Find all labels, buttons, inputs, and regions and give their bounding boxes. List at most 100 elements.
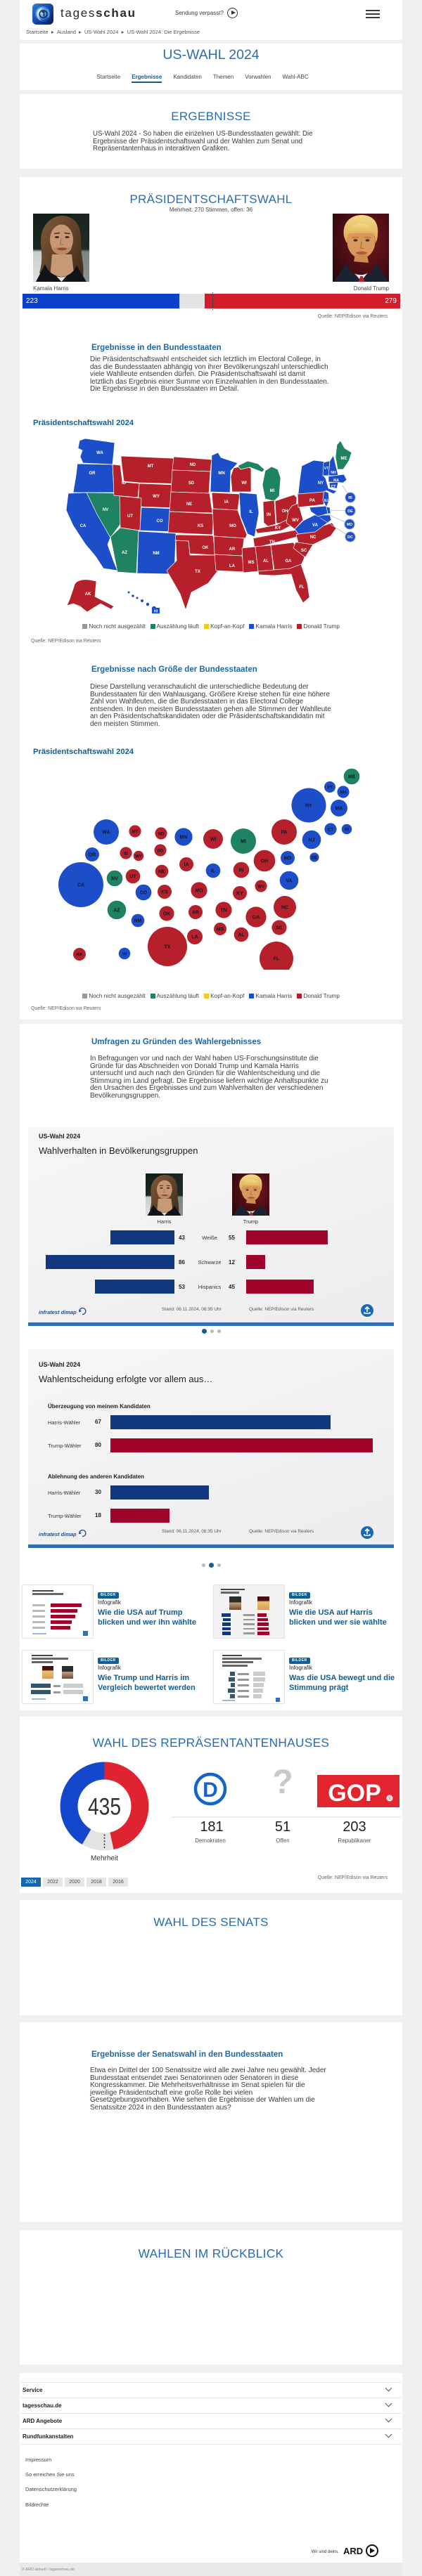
svg-text:NH: NH bbox=[331, 471, 336, 475]
svg-text:MS: MS bbox=[217, 927, 224, 932]
svg-text:WV: WV bbox=[257, 885, 264, 889]
svg-text:IA: IA bbox=[184, 862, 189, 867]
svg-text:51: 51 bbox=[275, 1819, 290, 1835]
svg-text:203: 203 bbox=[343, 1819, 366, 1835]
svg-text:DE: DE bbox=[347, 509, 353, 514]
svg-text:MD: MD bbox=[347, 523, 353, 527]
svg-text:VA: VA bbox=[286, 878, 292, 883]
svg-text:AZ: AZ bbox=[113, 908, 120, 913]
svg-text:DE: DE bbox=[312, 856, 317, 860]
svg-text:RI: RI bbox=[348, 496, 352, 500]
svg-text:ME: ME bbox=[341, 457, 347, 461]
svg-text:OR: OR bbox=[89, 471, 96, 476]
svg-text:VA: VA bbox=[312, 523, 319, 528]
svg-text:ND: ND bbox=[158, 832, 165, 836]
svg-text:CT: CT bbox=[331, 485, 336, 489]
svg-text:GOP: GOP bbox=[328, 1780, 381, 1807]
svg-text:LA: LA bbox=[191, 935, 198, 939]
svg-text:NC: NC bbox=[310, 535, 316, 540]
svg-text:D: D bbox=[203, 1778, 218, 1802]
svg-text:RI: RI bbox=[345, 828, 349, 832]
svg-text:NV: NV bbox=[111, 876, 118, 881]
svg-text:181: 181 bbox=[200, 1819, 223, 1835]
svg-text:NY: NY bbox=[305, 803, 312, 808]
svg-text:HI: HI bbox=[122, 952, 127, 956]
svg-text:GA: GA bbox=[286, 559, 293, 564]
svg-text:IA: IA bbox=[224, 500, 229, 505]
svg-text:ID: ID bbox=[124, 852, 129, 856]
svg-text:WI: WI bbox=[210, 837, 217, 842]
svg-text:FL: FL bbox=[299, 585, 305, 590]
svg-text:LA: LA bbox=[229, 564, 236, 568]
svg-text:SD: SD bbox=[158, 849, 164, 853]
svg-text:MT: MT bbox=[148, 464, 154, 469]
svg-text:Offen: Offen bbox=[276, 1837, 289, 1844]
svg-text:KS: KS bbox=[161, 890, 168, 895]
svg-text:IL: IL bbox=[249, 510, 253, 514]
svg-text:UT: UT bbox=[127, 514, 133, 519]
svg-text:NM: NM bbox=[134, 918, 142, 923]
svg-text:NH: NH bbox=[340, 791, 347, 795]
svg-text:AL: AL bbox=[238, 932, 245, 937]
svg-text:OH: OH bbox=[282, 509, 288, 514]
svg-text:KY: KY bbox=[275, 526, 281, 531]
svg-text:TX: TX bbox=[165, 944, 171, 949]
svg-text:AR: AR bbox=[192, 910, 199, 915]
svg-text:WY: WY bbox=[153, 495, 160, 499]
svg-text:MS: MS bbox=[248, 561, 255, 565]
svg-text:VT: VT bbox=[324, 467, 328, 471]
svg-text:SC: SC bbox=[276, 925, 283, 930]
svg-text:VT: VT bbox=[327, 786, 333, 790]
svg-text:WY: WY bbox=[135, 854, 142, 859]
svg-text:CO: CO bbox=[140, 890, 148, 895]
svg-text:KY: KY bbox=[236, 891, 243, 896]
svg-text:MO: MO bbox=[195, 888, 203, 893]
svg-text:NV: NV bbox=[103, 508, 108, 512]
svg-text:KS: KS bbox=[198, 524, 203, 528]
svg-text:IN: IN bbox=[239, 868, 244, 873]
svg-text:MI: MI bbox=[270, 489, 275, 493]
svg-text:ME: ME bbox=[348, 774, 356, 779]
svg-text:?: ? bbox=[272, 1764, 293, 1801]
svg-text:NM: NM bbox=[153, 552, 159, 556]
svg-text:IN: IN bbox=[267, 513, 271, 517]
svg-text:HI: HI bbox=[154, 610, 158, 614]
svg-text:AK: AK bbox=[85, 592, 91, 597]
svg-text:AL: AL bbox=[263, 559, 269, 564]
svg-text:UT: UT bbox=[129, 874, 136, 879]
svg-text:OH: OH bbox=[261, 859, 269, 864]
svg-text:NE: NE bbox=[158, 869, 165, 874]
svg-text:OK: OK bbox=[203, 546, 210, 550]
svg-text:DC: DC bbox=[347, 535, 353, 540]
svg-text:MI: MI bbox=[241, 839, 246, 844]
svg-text:NY: NY bbox=[318, 481, 324, 486]
svg-text:PA: PA bbox=[309, 499, 316, 503]
svg-text:MO: MO bbox=[229, 524, 236, 528]
svg-text:MT: MT bbox=[132, 830, 139, 834]
svg-text:®: ® bbox=[388, 1796, 392, 1802]
svg-text:435: 435 bbox=[88, 1794, 121, 1821]
svg-text:MN: MN bbox=[218, 471, 224, 476]
svg-text:NJ: NJ bbox=[324, 499, 329, 503]
svg-text:WV: WV bbox=[292, 519, 299, 523]
svg-text:OK: OK bbox=[163, 911, 171, 916]
svg-text:OR: OR bbox=[89, 852, 96, 857]
svg-text:SD: SD bbox=[188, 481, 195, 486]
svg-text:TN: TN bbox=[220, 908, 226, 913]
svg-text:WA: WA bbox=[102, 830, 110, 835]
svg-text:FL: FL bbox=[274, 956, 280, 961]
svg-text:CA: CA bbox=[80, 524, 87, 528]
svg-text:ID: ID bbox=[122, 481, 127, 486]
svg-text:NJ: NJ bbox=[309, 838, 315, 843]
svg-text:MN: MN bbox=[180, 835, 188, 840]
svg-text:NE: NE bbox=[186, 502, 192, 507]
svg-text:Republikaner: Republikaner bbox=[338, 1837, 371, 1844]
svg-text:TN: TN bbox=[269, 540, 275, 545]
svg-text:MA: MA bbox=[335, 806, 343, 811]
svg-text:IL: IL bbox=[211, 869, 216, 873]
svg-text:WI: WI bbox=[241, 481, 247, 486]
svg-text:AZ: AZ bbox=[122, 551, 127, 555]
svg-text:PA: PA bbox=[281, 830, 287, 835]
svg-text:Mehrheit: Mehrheit bbox=[91, 1855, 118, 1863]
svg-text:MA: MA bbox=[333, 479, 339, 483]
